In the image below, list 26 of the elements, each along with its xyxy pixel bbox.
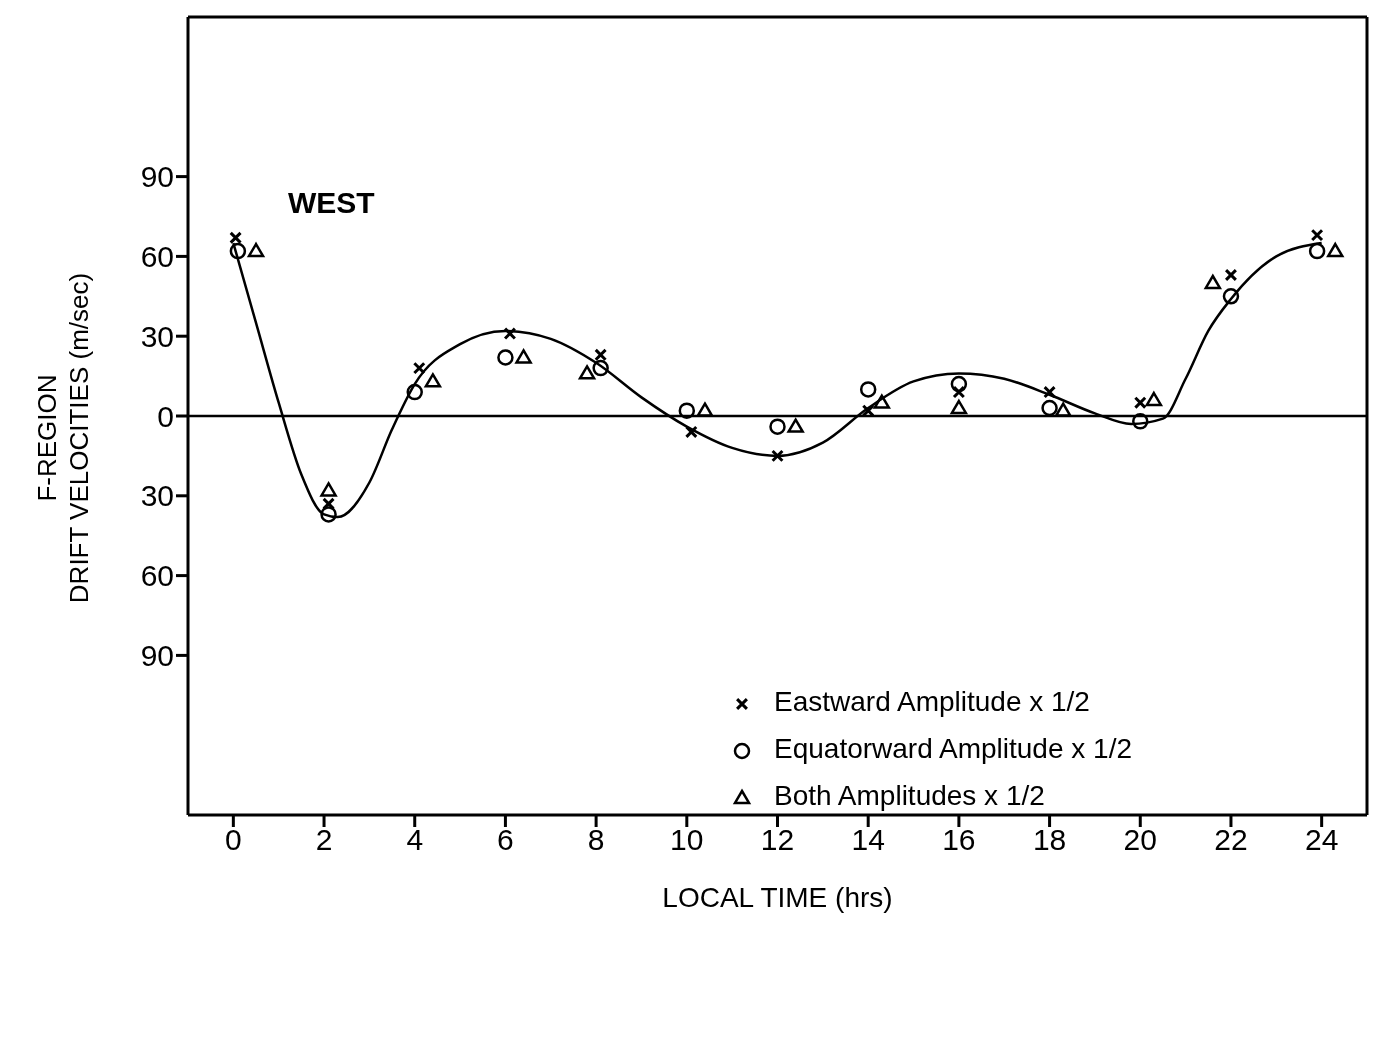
y-tick-label: 30 [140, 479, 174, 513]
x-tick-label: 0 [225, 823, 242, 857]
legend-label: Both Amplitudes x 1/2 [774, 779, 1045, 812]
x-tick-label: 16 [942, 823, 976, 857]
legend-label: Equatorward Amplitude x 1/2 [774, 732, 1132, 765]
y-tick-label: 90 [140, 160, 174, 194]
legend-label: Eastward Amplitude x 1/2 [774, 685, 1090, 718]
x-tick-label: 12 [760, 823, 795, 857]
x-tick-label: 22 [1214, 823, 1248, 857]
y-tick-label: 60 [140, 240, 174, 274]
y-axis-title: F-REGION DRIFT VELOCITIES (m/sec) [31, 272, 95, 604]
x-axis-title: LOCAL TIME (hrs) [662, 882, 893, 913]
y-tick-label: 90 [140, 639, 174, 673]
y-tick-label: 30 [140, 319, 174, 353]
x-tick-label: 2 [315, 823, 333, 857]
y-tick-label: 0 [157, 399, 174, 433]
x-tick-label: 6 [497, 823, 514, 857]
x-tick-label: 24 [1304, 823, 1339, 857]
x-tick-label: 14 [851, 823, 885, 857]
x-tick-label: 8 [587, 823, 605, 857]
x-tick-label: 20 [1123, 823, 1157, 857]
x-tick-label: 4 [406, 823, 424, 857]
y-tick-label: 60 [140, 559, 174, 593]
x-tick-label: 18 [1032, 823, 1067, 857]
annotation: WEST [288, 186, 375, 220]
x-tick-label: 10 [670, 823, 704, 857]
